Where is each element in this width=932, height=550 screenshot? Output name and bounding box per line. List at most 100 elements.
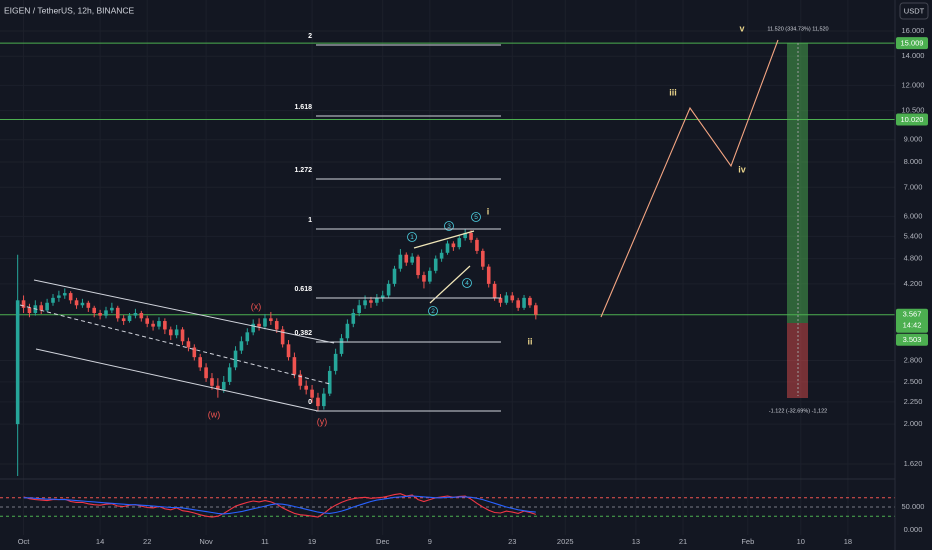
candle-body: [198, 357, 202, 368]
candle-body: [522, 297, 526, 308]
candle-body: [481, 250, 485, 267]
candle-body: [498, 297, 503, 303]
circle: [407, 232, 417, 242]
candle-body: [157, 321, 161, 327]
y-tick-label: 14.000: [902, 51, 925, 60]
sub-wave-label: 3: [447, 223, 451, 230]
candle-body: [528, 297, 532, 306]
fib-label: 0: [308, 399, 312, 406]
y-tick-label: 6.000: [904, 211, 923, 220]
candle-body: [45, 302, 49, 311]
wave-label: iv: [738, 164, 746, 174]
candle-body: [280, 329, 285, 345]
x-tick-label: 9: [428, 537, 432, 546]
sub-wave-label: 5: [474, 214, 478, 221]
y-tick-label: 10.500: [902, 106, 925, 115]
x-tick-label: 10: [797, 537, 805, 546]
y-tick-label: 8.000: [904, 157, 923, 166]
candle-body: [433, 258, 438, 271]
candle-body: [463, 232, 467, 239]
y-tick-label: 2.000: [904, 419, 923, 428]
fib-label: 1: [308, 217, 312, 224]
candle-body: [410, 256, 414, 263]
candle-body: [68, 293, 73, 301]
x-tick-label: 11: [261, 537, 269, 546]
candle-body: [404, 254, 409, 263]
wave-label: ii: [527, 336, 532, 346]
candle-body: [292, 357, 297, 375]
wave-label: (w): [208, 409, 221, 419]
x-tick-label: 2025: [557, 537, 574, 546]
x-tick-label: Nov: [199, 537, 213, 546]
y-tick-label: 4.800: [904, 254, 923, 263]
candle-body: [369, 300, 373, 303]
sub-wave-label: 4: [465, 280, 469, 287]
candle-body: [504, 295, 509, 303]
currency-label[interactable]: USDT: [904, 6, 925, 15]
wedge-upper: [413, 230, 475, 249]
candle-body: [445, 243, 450, 253]
candle-body: [57, 295, 61, 298]
candle-body: [221, 381, 226, 390]
candle-body: [439, 252, 444, 259]
candle-body: [310, 389, 314, 398]
wave-label: (x): [251, 301, 262, 311]
circle: [444, 221, 454, 231]
candle-body: [192, 347, 197, 358]
candles: [15, 228, 538, 518]
candle-body: [274, 321, 279, 330]
currency-button[interactable]: [899, 2, 929, 20]
candle-body: [145, 318, 150, 324]
candle-body: [416, 256, 420, 276]
rsi-line: [23, 495, 536, 515]
candle-body: [62, 293, 67, 296]
x-tick-label: 21: [679, 537, 687, 546]
candle-body: [469, 232, 473, 240]
candle-body: [186, 341, 191, 348]
x-tick-label: 22: [143, 537, 151, 546]
last-price-box: [896, 308, 928, 333]
wave-label: i: [487, 206, 490, 216]
candle-body: [127, 315, 132, 322]
candle-body: [180, 329, 185, 342]
wedge-lower: [429, 265, 471, 304]
x-tick-label: 13: [632, 537, 640, 546]
candle-body: [27, 307, 32, 313]
y-tick-label: 9.000: [904, 135, 923, 144]
y-tick-label: 2.250: [904, 397, 923, 406]
x-tick-label: 23: [508, 537, 516, 546]
candle-body: [286, 344, 291, 358]
last-price-label: 3.567: [903, 310, 922, 319]
candle-body: [98, 312, 102, 316]
x-tick-label: 14: [96, 537, 104, 546]
candle-body: [163, 321, 167, 330]
y-tick-label: 2.800: [904, 355, 923, 364]
candle-body: [510, 295, 515, 301]
fib-label: 0.618: [294, 286, 312, 293]
candle-body: [298, 374, 303, 386]
candle-body: [86, 302, 91, 308]
candle-body: [380, 295, 385, 298]
wave-label: v: [739, 23, 744, 33]
y-tick-label: 12.000: [902, 80, 925, 89]
circle: [462, 278, 472, 288]
rsi-tick-label: 0.000: [904, 525, 923, 534]
candle-body: [216, 385, 220, 390]
rsi-tick-label: 50.000: [902, 502, 925, 511]
x-tick-label: Dec: [376, 537, 390, 546]
price-level-box: [896, 37, 928, 50]
channel-upper: [33, 279, 335, 344]
candle-body: [51, 297, 55, 303]
candle-body: [210, 378, 214, 386]
candle-body: [333, 353, 338, 371]
candle-body: [239, 341, 244, 351]
fib-label: 1.272: [294, 167, 312, 174]
candle-body: [251, 323, 255, 333]
candle-body: [263, 318, 267, 327]
candle-body: [345, 323, 350, 339]
candle-body: [339, 338, 344, 354]
candle-body: [21, 300, 26, 308]
candle-body: [327, 370, 332, 394]
candle-body: [316, 397, 320, 407]
